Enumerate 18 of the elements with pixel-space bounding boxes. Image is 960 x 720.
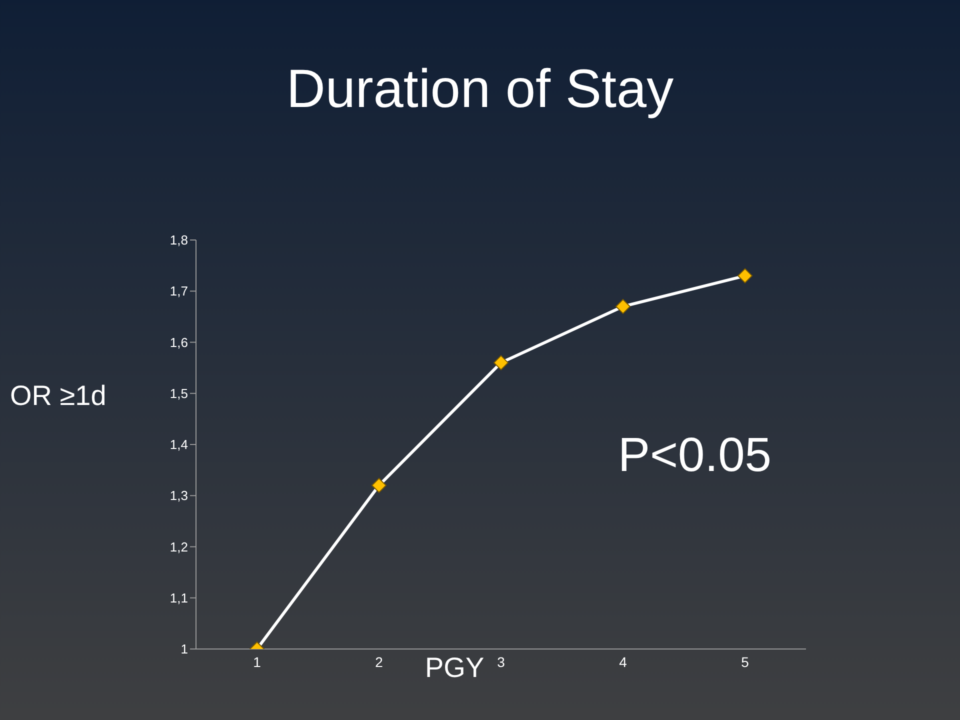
chart-title: Duration of Stay bbox=[285, 58, 675, 120]
y-tick-label: 1,3 bbox=[170, 488, 188, 504]
x-tick-label: 4 bbox=[619, 654, 628, 670]
x-tick-label: 1 bbox=[253, 654, 262, 670]
y-tick-label: 1,6 bbox=[170, 334, 188, 350]
y-tick-label: 1,8 bbox=[170, 232, 188, 248]
y-axis-title: OR ≥1d bbox=[10, 380, 106, 412]
y-tick-label: 1,4 bbox=[170, 437, 188, 452]
x-tick-label: 2 bbox=[375, 654, 384, 670]
y-tick-label: 1 bbox=[180, 642, 188, 657]
y-tick-label: 1,7 bbox=[170, 284, 188, 299]
y-tick-label: 1,1 bbox=[170, 590, 188, 606]
x-tick-label: 3 bbox=[497, 654, 506, 670]
y-tick-label: 1,2 bbox=[170, 539, 188, 554]
x-tick-label: 5 bbox=[741, 654, 750, 670]
annotation: P<0.05 bbox=[618, 428, 772, 483]
x-axis-title: PGY bbox=[425, 652, 484, 684]
y-tick-label: 1,5 bbox=[170, 386, 188, 401]
